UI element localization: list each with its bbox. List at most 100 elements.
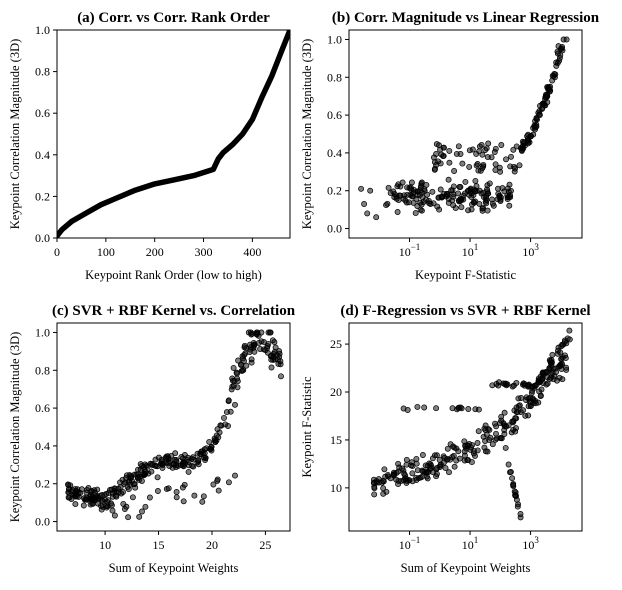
data-point xyxy=(472,198,479,205)
data-point xyxy=(555,344,562,351)
data-point xyxy=(247,329,254,336)
data-point xyxy=(380,485,387,492)
y-tick-label: 0.6 xyxy=(35,401,50,415)
data-point xyxy=(566,336,573,343)
data-point xyxy=(197,451,204,458)
data-point xyxy=(518,395,525,401)
data-point xyxy=(502,380,509,387)
data-point xyxy=(485,140,492,147)
data-point xyxy=(436,206,443,213)
data-point xyxy=(471,186,478,193)
data-point xyxy=(455,190,462,197)
data-point xyxy=(444,445,451,452)
data-point xyxy=(94,486,101,493)
data-point xyxy=(367,187,374,194)
data-point xyxy=(539,376,546,383)
data-point xyxy=(87,501,94,508)
data-point xyxy=(560,341,567,348)
data-point xyxy=(409,193,415,200)
data-point xyxy=(509,383,516,390)
data-point xyxy=(507,192,513,199)
data-point xyxy=(512,165,519,172)
data-point xyxy=(486,426,493,433)
data-point xyxy=(403,199,410,206)
data-point xyxy=(457,151,464,157)
data-point xyxy=(440,459,447,466)
data-point xyxy=(123,475,130,482)
data-point xyxy=(462,442,469,449)
data-point xyxy=(399,179,406,186)
data-point xyxy=(75,493,82,500)
data-point xyxy=(457,404,464,411)
panel-title: (b) Corr. Magnitude vs Linear Regression xyxy=(332,10,600,26)
data-point xyxy=(513,425,519,432)
data-point xyxy=(137,461,144,468)
data-point xyxy=(241,351,248,358)
data-point xyxy=(373,214,380,221)
data-point xyxy=(278,373,284,380)
data-point xyxy=(492,436,499,443)
data-point xyxy=(418,180,425,187)
data-point xyxy=(390,469,397,476)
data-point xyxy=(71,491,78,498)
data-point xyxy=(506,202,513,209)
data-point xyxy=(136,473,143,480)
data-point xyxy=(445,176,452,183)
data-point xyxy=(525,137,532,144)
data-point xyxy=(408,186,415,193)
data-point xyxy=(81,496,88,503)
data-point xyxy=(230,364,237,371)
data-point xyxy=(498,142,505,148)
data-point xyxy=(446,147,453,154)
plot-frame xyxy=(348,29,583,239)
x-tick-label: 15 xyxy=(153,538,165,552)
data-point xyxy=(505,422,512,429)
data-point xyxy=(385,184,392,191)
data-point xyxy=(395,460,402,467)
data-point xyxy=(502,444,509,451)
data-point xyxy=(462,178,469,185)
data-point xyxy=(229,375,236,382)
data-point xyxy=(492,161,499,168)
data-point xyxy=(214,426,221,433)
data-point xyxy=(361,201,368,207)
data-point xyxy=(178,461,185,468)
data-point xyxy=(556,374,563,381)
data-point xyxy=(536,388,543,395)
x-tick-label: 200 xyxy=(146,245,164,259)
data-point xyxy=(495,382,502,389)
data-point xyxy=(103,504,110,511)
data-point xyxy=(185,468,192,475)
data-point xyxy=(482,147,489,153)
data-point xyxy=(380,490,387,497)
data-point xyxy=(210,481,217,488)
data-point xyxy=(125,486,132,493)
data-point xyxy=(429,188,436,195)
data-point xyxy=(414,467,421,474)
panel-1: (b) Corr. Magnitude vs Linear Regression… xyxy=(300,10,600,282)
data-point xyxy=(148,460,155,467)
data-point xyxy=(465,406,472,412)
data-point xyxy=(497,420,503,427)
data-point xyxy=(181,481,188,488)
data-point xyxy=(240,367,247,374)
data-point xyxy=(516,162,523,169)
data-point xyxy=(446,159,453,166)
y-axis-label: Keypoint Correlation Magnitude (3D) xyxy=(8,39,22,230)
data-point xyxy=(513,496,520,503)
data-point xyxy=(433,452,440,459)
x-tick-label: 25 xyxy=(259,538,271,552)
data-point xyxy=(246,349,253,355)
data-point xyxy=(517,511,524,517)
data-point xyxy=(549,369,556,376)
data-point xyxy=(474,440,481,446)
data-point xyxy=(495,185,501,192)
y-axis-label: Keypoint Correlation Magnitude (3D) xyxy=(300,39,314,230)
y-tick-label: 0.2 xyxy=(327,184,342,198)
data-point xyxy=(566,327,573,334)
panel-2: (c) SVR + RBF Kernel vs. Correlation Sum … xyxy=(8,303,296,575)
data-point xyxy=(208,444,215,451)
data-point xyxy=(371,491,378,498)
data-point xyxy=(476,143,483,150)
data-point xyxy=(394,209,401,215)
